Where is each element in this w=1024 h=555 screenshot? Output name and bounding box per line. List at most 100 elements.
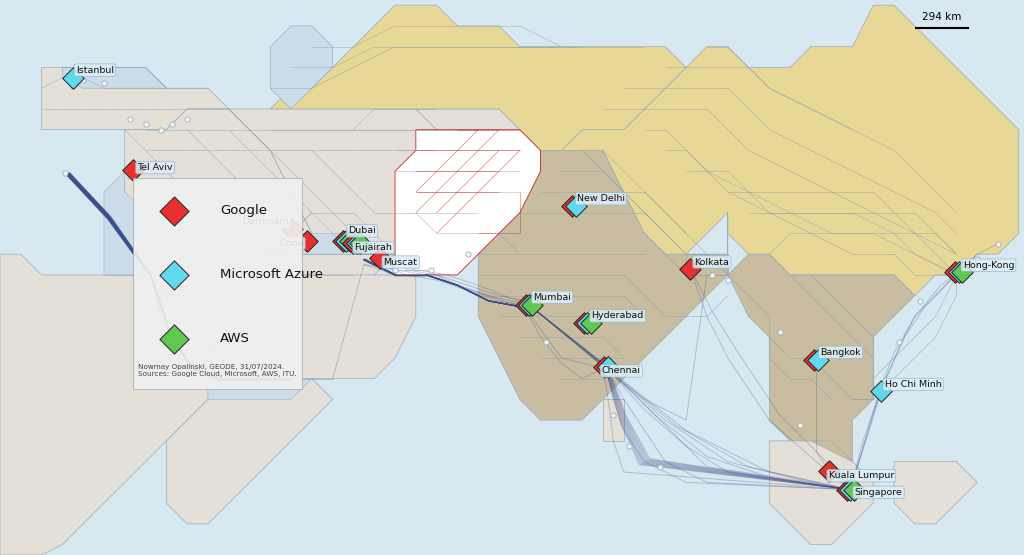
- Point: [703, 270, 720, 279]
- Point: [682, 264, 698, 273]
- Polygon shape: [270, 5, 686, 150]
- Point: [872, 387, 889, 396]
- Point: [387, 265, 403, 274]
- Point: [605, 411, 622, 420]
- Point: [284, 225, 300, 234]
- Point: [338, 236, 354, 245]
- Polygon shape: [208, 379, 312, 400]
- Text: Tel Aviv: Tel Aviv: [137, 163, 173, 172]
- Text: Hyderabad: Hyderabad: [592, 311, 644, 320]
- Point: [179, 203, 196, 212]
- Point: [806, 356, 822, 365]
- Polygon shape: [603, 400, 624, 441]
- Text: New Delhi: New Delhi: [577, 194, 625, 203]
- Point: [872, 387, 889, 396]
- Point: [839, 485, 855, 494]
- Point: [652, 462, 669, 471]
- Point: [820, 467, 837, 476]
- Polygon shape: [395, 130, 541, 275]
- Text: Hong-Kong: Hong-Kong: [963, 261, 1014, 270]
- Point: [59, 73, 76, 82]
- Text: Doha: Doha: [279, 239, 303, 248]
- Polygon shape: [125, 109, 291, 296]
- Point: [137, 120, 154, 129]
- Point: [122, 115, 138, 124]
- Point: [969, 255, 985, 264]
- Point: [771, 327, 787, 336]
- Point: [164, 120, 180, 129]
- Text: Muscat: Muscat: [384, 258, 418, 266]
- Point: [950, 268, 967, 276]
- Point: [521, 301, 538, 310]
- Point: [345, 238, 361, 247]
- Text: 294 km: 294 km: [923, 12, 962, 22]
- Text: Kuala Lumpur: Kuala Lumpur: [828, 471, 894, 480]
- FancyBboxPatch shape: [133, 178, 302, 388]
- Point: [538, 338, 554, 347]
- Point: [164, 193, 180, 201]
- Point: [953, 268, 970, 276]
- Point: [598, 363, 614, 372]
- Polygon shape: [769, 441, 873, 544]
- Point: [142, 188, 159, 196]
- Text: Microsoft Azure: Microsoft Azure: [220, 268, 324, 281]
- Point: [341, 236, 357, 245]
- Point: [596, 363, 612, 372]
- Point: [348, 238, 365, 247]
- Text: Chennai: Chennai: [602, 366, 641, 376]
- Polygon shape: [894, 462, 977, 524]
- Point: [567, 202, 584, 211]
- Text: Dubai: Dubai: [348, 226, 376, 235]
- Point: [215, 369, 231, 378]
- Point: [524, 301, 541, 310]
- Point: [911, 296, 928, 305]
- Point: [153, 125, 169, 134]
- Point: [340, 241, 356, 250]
- Point: [947, 268, 964, 276]
- Text: Nowmay Opalinski, GEODE, 31/07/2024.
Sources: Google Cloud, Microsoft, AWS, ITU.: Nowmay Opalinski, GEODE, 31/07/2024. Sou…: [138, 365, 297, 377]
- Point: [621, 442, 637, 451]
- Polygon shape: [228, 109, 436, 275]
- Point: [65, 73, 81, 82]
- Point: [373, 254, 389, 263]
- Point: [990, 239, 1007, 248]
- Text: Dammam: Dammam: [243, 217, 289, 226]
- Point: [205, 338, 221, 347]
- Point: [846, 485, 862, 494]
- Point: [125, 166, 141, 175]
- Point: [842, 485, 858, 494]
- Point: [820, 467, 837, 476]
- Point: [65, 82, 81, 90]
- Point: [57, 169, 74, 178]
- Point: [842, 485, 858, 494]
- Point: [600, 363, 616, 372]
- Point: [810, 356, 826, 365]
- Polygon shape: [270, 213, 374, 254]
- Polygon shape: [104, 171, 145, 275]
- Point: [580, 318, 596, 327]
- Point: [296, 236, 312, 245]
- Point: [423, 265, 439, 274]
- Polygon shape: [728, 213, 914, 462]
- Point: [220, 354, 237, 362]
- Polygon shape: [42, 67, 228, 130]
- Point: [96, 79, 113, 88]
- Polygon shape: [541, 5, 1019, 296]
- Text: Singapore: Singapore: [855, 488, 902, 497]
- Point: [335, 236, 351, 245]
- Point: [521, 301, 538, 310]
- Text: Bangkok: Bangkok: [820, 348, 861, 357]
- Text: Istanbul: Istanbul: [76, 65, 114, 74]
- Text: Fujairah: Fujairah: [354, 243, 392, 252]
- Text: Ho Chi Minh: Ho Chi Minh: [885, 380, 941, 389]
- Point: [564, 202, 581, 211]
- Point: [793, 421, 809, 430]
- Polygon shape: [104, 109, 416, 379]
- Point: [682, 264, 698, 273]
- Polygon shape: [166, 379, 333, 524]
- Point: [950, 268, 967, 276]
- Point: [373, 254, 389, 263]
- Polygon shape: [62, 67, 166, 88]
- Polygon shape: [811, 441, 852, 482]
- Point: [891, 338, 907, 347]
